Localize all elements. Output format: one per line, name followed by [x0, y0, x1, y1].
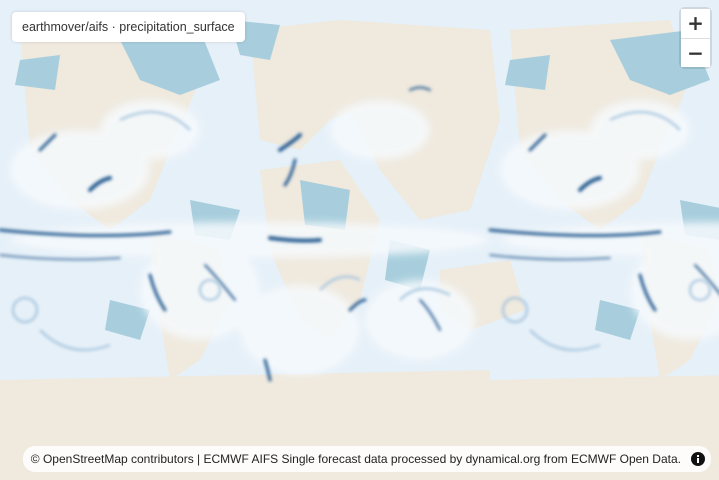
map-title: earthmover/aifs · precipitation_surface: [12, 12, 245, 42]
info-button[interactable]: [691, 452, 705, 466]
world-tile: [490, 20, 719, 480]
zoom-control: + −: [681, 9, 710, 67]
zoom-out[interactable]: −: [681, 38, 710, 67]
world-tile: [0, 20, 525, 480]
zoom-in[interactable]: +: [681, 9, 710, 38]
attribution: © OpenStreetMap contributors | ECMWF AIF…: [22, 446, 711, 472]
attribution-text: © OpenStreetMap contributors | ECMWF AIF…: [30, 452, 681, 466]
